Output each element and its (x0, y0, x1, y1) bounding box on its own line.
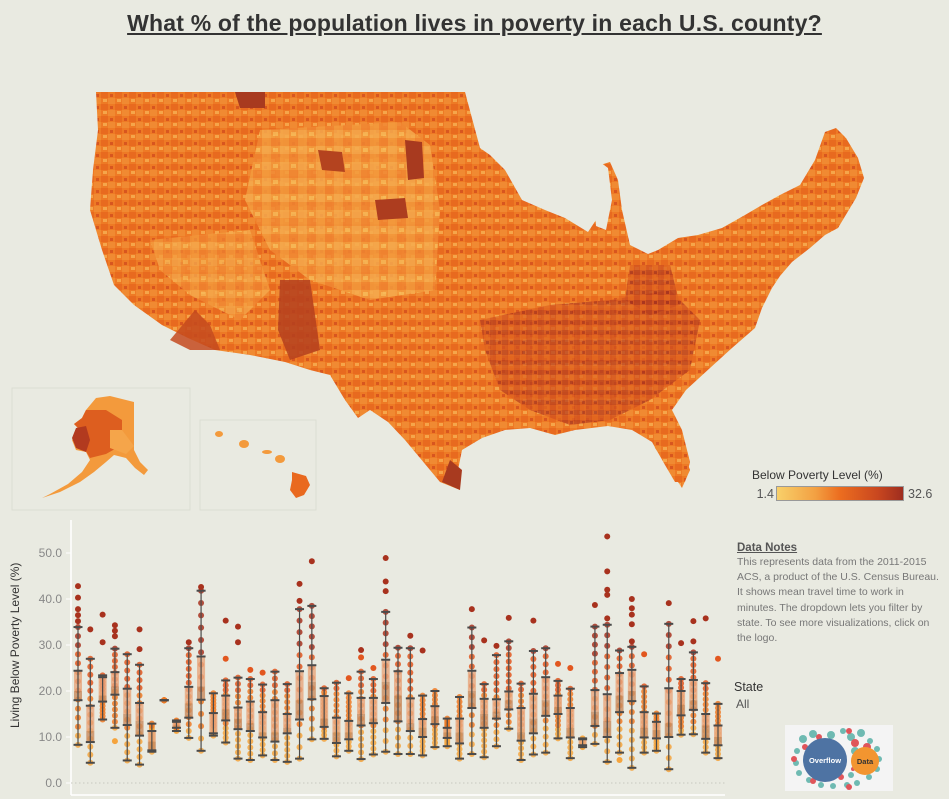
state-box[interactable] (713, 655, 723, 762)
y-tick-20: 20.0 (38, 684, 62, 698)
state-box[interactable] (344, 675, 354, 754)
state-box[interactable] (122, 651, 132, 764)
state-box[interactable] (184, 639, 194, 741)
state-box[interactable] (110, 622, 120, 745)
county-map-svg[interactable] (10, 50, 940, 512)
state-filter-label: State (734, 680, 764, 694)
color-legend: Below Poverty Level (%) 1.4 32.6 (752, 468, 942, 501)
state-box[interactable] (171, 717, 181, 735)
state-box[interactable] (135, 626, 145, 768)
state-box[interactable] (602, 533, 612, 765)
legend-min-value: 1.4 (756, 486, 774, 501)
state-box[interactable] (245, 666, 255, 763)
state-box[interactable] (258, 669, 268, 759)
state-box[interactable] (282, 681, 292, 765)
state-box[interactable] (368, 665, 378, 758)
state-box[interactable] (393, 644, 403, 758)
state-box[interactable] (85, 626, 95, 766)
y-tick-10: 10.0 (38, 730, 62, 744)
state-box[interactable] (331, 679, 341, 760)
notes-title: Data Notes (737, 542, 798, 554)
state-box[interactable] (196, 584, 206, 754)
hawaii-inset[interactable] (215, 431, 310, 498)
state-box[interactable] (221, 617, 231, 746)
state-box[interactable] (541, 645, 551, 756)
state-box[interactable] (504, 614, 514, 732)
alaska-inset[interactable] (42, 396, 148, 498)
legend-max-value: 32.6 (908, 486, 933, 501)
data-notes: Data Notes This represents data from the… (737, 542, 945, 646)
y-tick-0: 0.0 (45, 776, 62, 790)
state-box[interactable] (233, 623, 243, 762)
state-box[interactable] (405, 632, 415, 758)
alaska-inset-frame (11, 387, 191, 511)
state-box[interactable] (356, 647, 366, 763)
state-box[interactable] (688, 618, 698, 738)
state-box[interactable] (627, 596, 637, 771)
state-box[interactable] (418, 647, 428, 759)
state-dropdown[interactable]: All (736, 697, 750, 711)
state-box[interactable] (491, 642, 501, 750)
y-tick-30: 30.0 (38, 638, 62, 652)
y-tick-40: 40.0 (38, 592, 62, 606)
state-box[interactable] (701, 615, 711, 756)
state-box[interactable] (528, 617, 538, 758)
state-box[interactable] (73, 583, 83, 748)
state-box[interactable] (578, 735, 588, 751)
state-box[interactable] (639, 651, 649, 756)
state-boxplot-chart[interactable] (0, 520, 730, 799)
state-box[interactable] (615, 647, 625, 763)
state-box[interactable] (479, 637, 489, 761)
state-box[interactable] (381, 555, 391, 755)
legend-title: Below Poverty Level (%) (752, 468, 883, 482)
state-box[interactable] (553, 660, 563, 742)
page-title: What % of the population lives in povert… (127, 10, 822, 36)
state-box[interactable] (676, 640, 686, 738)
state-box[interactable] (565, 665, 575, 762)
state-box[interactable] (208, 690, 218, 739)
state-box[interactable] (270, 668, 280, 763)
state-box[interactable] (430, 688, 440, 751)
state-box[interactable] (295, 580, 305, 762)
state-box[interactable] (147, 720, 157, 755)
state-box[interactable] (651, 710, 661, 754)
state-filter[interactable]: State All (734, 680, 854, 711)
logo-word-data: Data (857, 757, 874, 766)
state-box[interactable] (516, 680, 526, 763)
state-box[interactable] (455, 693, 465, 762)
state-box[interactable] (590, 601, 600, 747)
hawaii-inset-frame (199, 419, 317, 511)
overflow-data-logo[interactable]: Overflow Data (785, 725, 893, 791)
state-box[interactable] (664, 600, 674, 773)
y-tick-50: 50.0 (38, 546, 62, 560)
state-box[interactable] (319, 685, 329, 742)
state-box[interactable] (98, 611, 108, 723)
state-box[interactable] (442, 715, 452, 750)
legend-gradient-bar (776, 486, 904, 501)
logo-word-overflow: Overflow (809, 756, 841, 765)
state-box[interactable] (467, 606, 477, 758)
state-box[interactable] (307, 558, 317, 743)
state-box[interactable] (159, 697, 169, 704)
poverty-choropleth-map[interactable]: Below Poverty Level (%) 1.4 32.6 (10, 50, 940, 512)
notes-body: This represents data from the 2011-2015 … (737, 556, 939, 645)
logo-bubbles-icon: Overflow Data (791, 728, 882, 790)
